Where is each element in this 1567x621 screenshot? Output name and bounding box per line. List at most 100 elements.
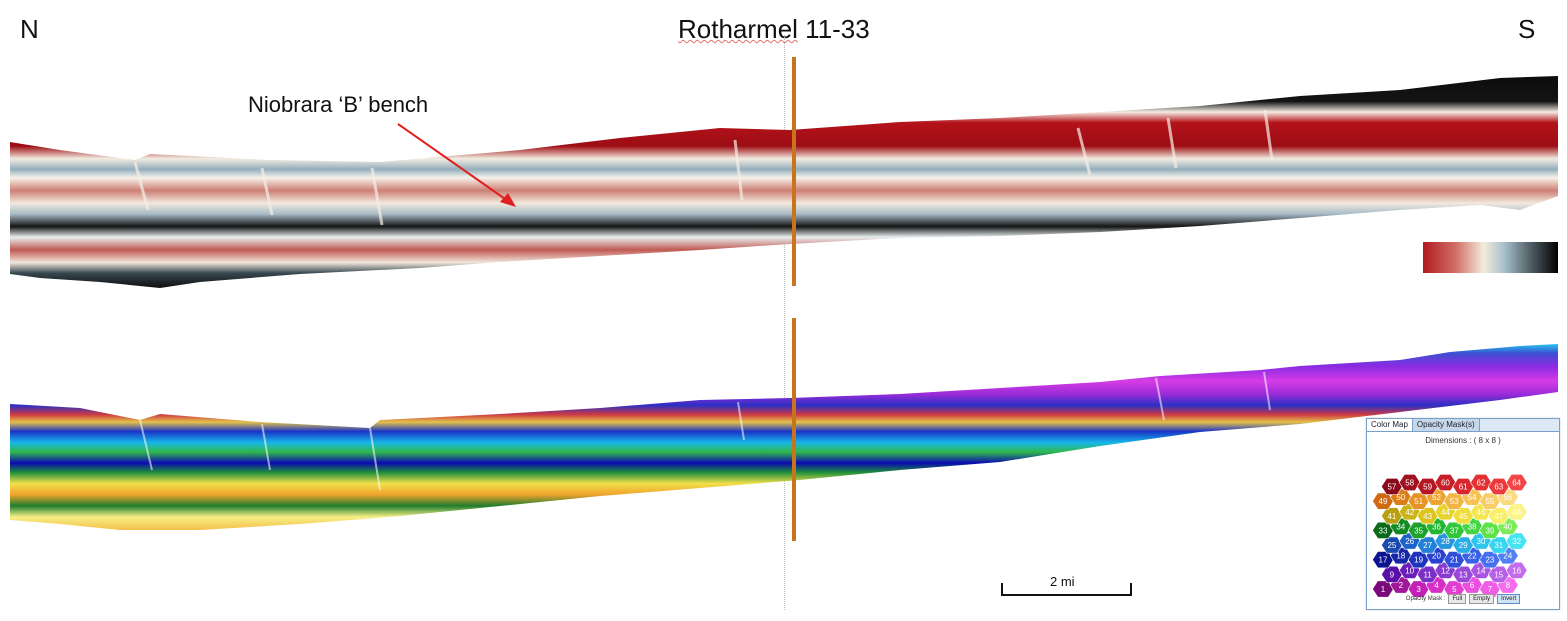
hex-cell[interactable] (1487, 536, 1510, 554)
center-divider (784, 35, 785, 610)
hex-cell-number: 15 (1494, 570, 1503, 579)
hex-cell-number: 39 (1485, 526, 1494, 535)
well-trajectory-lower (792, 318, 796, 541)
hex-cell-number: 6 (1470, 581, 1475, 590)
well-name-number: 11-33 (797, 14, 870, 44)
hex-cell-number: 16 (1512, 566, 1521, 575)
hex-cell-number: 54 (1468, 493, 1477, 502)
hex-cell-number: 26 (1405, 537, 1414, 546)
hex-cell[interactable] (1416, 507, 1439, 525)
hex-cell-number: 3 (1416, 585, 1421, 594)
hex-cell-number: 24 (1503, 552, 1512, 561)
hex-cell-number: 29 (1459, 541, 1468, 550)
fault-mark (1076, 127, 1092, 176)
hex-cell-number: 2 (1399, 581, 1404, 590)
north-label: N (20, 14, 39, 44)
hex-cell-number: 21 (1450, 556, 1459, 565)
hex-cell-number: 36 (1432, 522, 1441, 531)
empty-button[interactable]: Empty (1469, 594, 1495, 604)
hex-cell-number: 40 (1503, 522, 1512, 531)
hex-cell-number: 31 (1494, 541, 1503, 550)
hex-cell[interactable] (1487, 477, 1510, 495)
hex-cell-number: 60 (1441, 479, 1450, 488)
hex-cell-number: 20 (1432, 552, 1441, 561)
hex-cell[interactable] (1381, 565, 1403, 583)
hex-cell-number: 9 (1390, 570, 1395, 579)
hex-cell[interactable] (1416, 477, 1439, 495)
hex-cell-number: 12 (1441, 566, 1450, 575)
hex-cell-number: 22 (1468, 552, 1477, 561)
hex-cell-number: 51 (1414, 497, 1423, 506)
hex-cell[interactable] (1487, 507, 1510, 525)
bench-pointer-arrow (397, 123, 509, 202)
hex-cell-number: 11 (1423, 570, 1432, 579)
well-trajectory-upper (792, 57, 796, 286)
hex-cell-number: 10 (1405, 566, 1414, 575)
hex-cell[interactable] (1398, 473, 1421, 491)
hex-cell-number: 61 (1459, 483, 1468, 492)
fault-mark (260, 167, 274, 216)
fault-mark (733, 139, 744, 201)
hex-cell-number: 18 (1396, 552, 1405, 561)
hex-cell-number: 8 (1506, 581, 1511, 590)
hex-cell[interactable] (1505, 503, 1528, 521)
fault-mark (1166, 117, 1178, 169)
hex-cell[interactable] (1416, 565, 1439, 583)
opacity-mask-controls: Opacity Mask : Full Empty Invert (1367, 594, 1559, 604)
hex-cell[interactable] (1452, 536, 1475, 554)
hex-cell-number: 14 (1477, 566, 1486, 575)
fault-mark (1263, 371, 1271, 411)
hex-cell-number: 25 (1387, 541, 1396, 550)
hex-cell[interactable] (1434, 473, 1457, 491)
seismic-amplitude-section (10, 76, 1558, 288)
hex-cell-number: 4 (1434, 581, 1439, 590)
full-button[interactable]: Full (1448, 594, 1467, 604)
scale-bar-label: 2 mi (1050, 574, 1075, 589)
niobrara-bench-label: Niobrara ‘B’ bench (248, 92, 429, 117)
hex-cell-number: 50 (1396, 493, 1405, 502)
fault-mark (737, 401, 745, 441)
hex-cell-number: 59 (1423, 483, 1432, 492)
hex-cell-number: 33 (1379, 526, 1388, 535)
hex-cell[interactable] (1452, 477, 1475, 495)
hex-cell[interactable] (1505, 532, 1528, 550)
well-name-main: Rotharmel (678, 14, 798, 44)
hex-cell[interactable] (1452, 565, 1475, 583)
hex-cell-number: 35 (1414, 526, 1423, 535)
fault-mark (369, 427, 381, 491)
hex-cell[interactable] (1416, 536, 1439, 554)
hex-cell[interactable] (1381, 536, 1403, 554)
hex-cell-number: 38 (1468, 522, 1477, 531)
hex-cell-number: 55 (1485, 497, 1494, 506)
hex-cell-number: 32 (1512, 537, 1521, 546)
hex-cell-number: 49 (1379, 497, 1388, 506)
hex-cell-number: 41 (1387, 512, 1396, 521)
invert-button[interactable]: Invert (1497, 594, 1521, 604)
hex-cell-number: 64 (1512, 479, 1521, 488)
hex-cell-number: 45 (1459, 512, 1468, 521)
facies-classification-section (10, 344, 1558, 530)
hex-cell-number: 43 (1423, 512, 1432, 521)
hex-cell-number: 1 (1381, 585, 1386, 594)
hex-cell-number: 46 (1477, 508, 1486, 517)
tab-color-map[interactable]: Color Map (1367, 419, 1413, 431)
hex-cell[interactable] (1505, 473, 1528, 491)
scale-bar (1001, 583, 1132, 596)
hex-cell[interactable] (1381, 507, 1403, 525)
bench-pointer-arrowhead (500, 193, 516, 207)
hex-cell[interactable] (1505, 561, 1528, 579)
tab-opacity-masks[interactable]: Opacity Mask(s) (1412, 419, 1480, 431)
fault-mark (133, 161, 150, 211)
well-name-title: Rotharmel 11-33 (678, 14, 870, 45)
hex-cell-number: 48 (1512, 508, 1521, 517)
hex-cell[interactable] (1381, 477, 1403, 495)
amplitude-color-bar (1423, 242, 1558, 273)
hex-cell[interactable] (1487, 565, 1510, 583)
hex-cell-number: 7 (1488, 585, 1493, 594)
hex-cell[interactable] (1470, 473, 1492, 491)
hex-cell[interactable] (1452, 507, 1475, 525)
fault-mark (139, 419, 153, 471)
hex-cell-number: 5 (1452, 585, 1457, 594)
